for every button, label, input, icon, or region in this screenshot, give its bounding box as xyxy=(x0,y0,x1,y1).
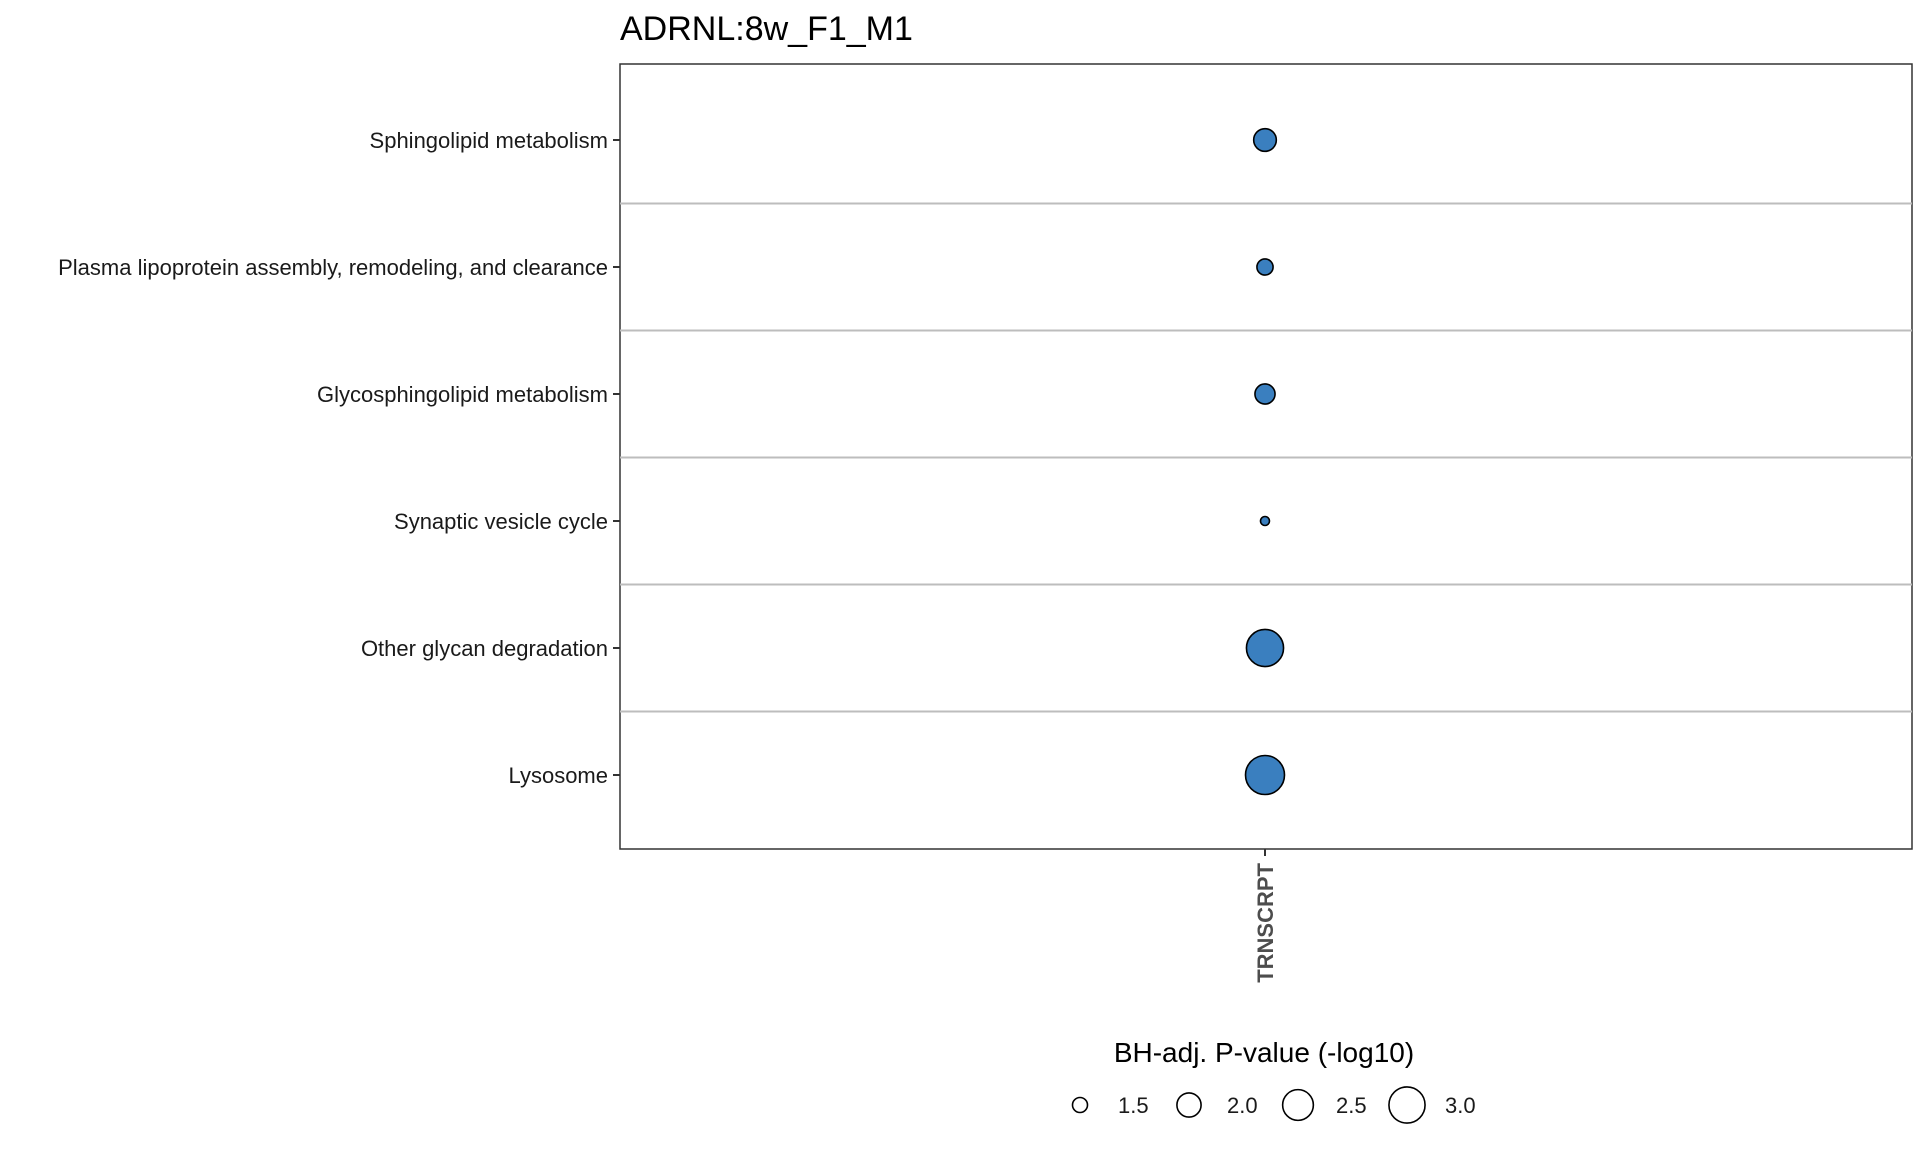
y-tick-label: Synaptic vesicle cycle xyxy=(394,509,608,534)
x-tick-label: TRNSCRPT xyxy=(1253,862,1278,982)
legend-label: 3.0 xyxy=(1445,1093,1476,1118)
y-tick-label: Sphingolipid metabolism xyxy=(370,128,608,153)
data-point xyxy=(1256,258,1274,276)
legend-title: BH-adj. P-value (-log10) xyxy=(1114,1037,1414,1068)
data-point xyxy=(1252,127,1278,153)
legend-key xyxy=(1281,1088,1315,1122)
y-tick-label: Other glycan degradation xyxy=(361,636,608,661)
legend-label: 2.5 xyxy=(1336,1093,1367,1118)
legend-key xyxy=(1388,1086,1426,1124)
data-point xyxy=(1245,628,1285,668)
legend-key xyxy=(1176,1092,1202,1118)
chart-title: ADRNL:8w_F1_M1 xyxy=(620,10,913,48)
size-legend: BH-adj. P-value (-log10) 1.5 2.0 2.5 3.0 xyxy=(1071,1037,1476,1124)
y-tick-label: Plasma lipoprotein assembly, remodeling,… xyxy=(58,255,608,280)
legend-label: 2.0 xyxy=(1227,1093,1258,1118)
y-tick-label: Glycosphingolipid metabolism xyxy=(317,382,608,407)
x-axis: TRNSCRPT xyxy=(1253,849,1278,983)
legend-key xyxy=(1071,1096,1089,1114)
y-tick-label: Lysosome xyxy=(509,763,608,788)
data-point xyxy=(1254,383,1276,405)
data-points xyxy=(1244,127,1286,796)
data-point xyxy=(1259,515,1271,527)
legend-label: 1.5 xyxy=(1118,1093,1149,1118)
row-separators xyxy=(620,202,1912,713)
data-point xyxy=(1244,754,1286,796)
y-axis: Sphingolipid metabolism Plasma lipoprotei… xyxy=(58,128,620,788)
